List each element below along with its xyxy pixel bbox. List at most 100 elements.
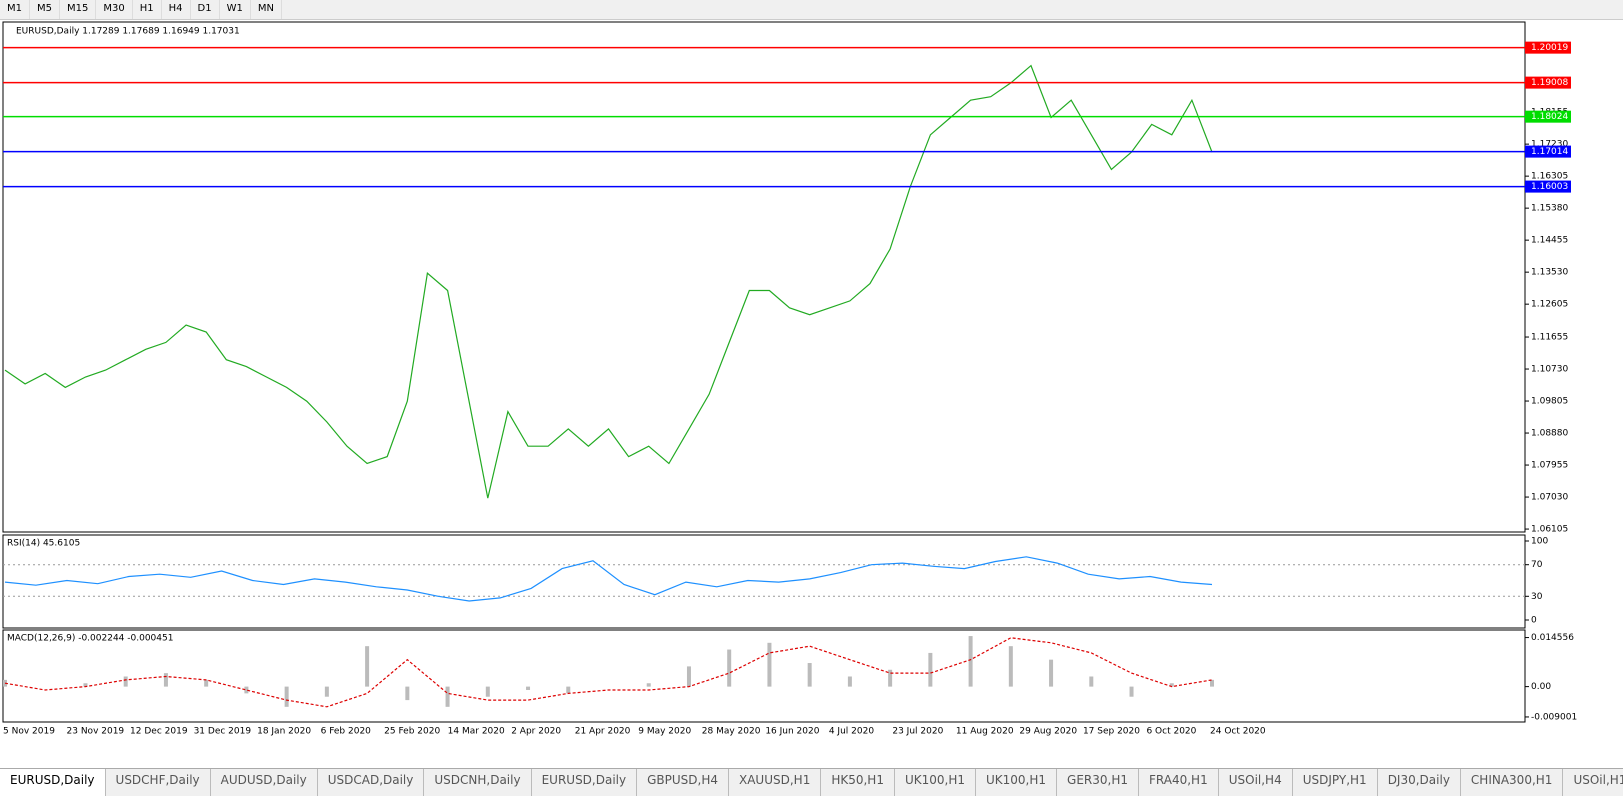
macd-bar <box>83 683 88 687</box>
x-tick-label: 21 Apr 2020 <box>575 727 631 737</box>
y-tick-label: 1.09805 <box>1531 397 1568 407</box>
y-tick-label: 1.08880 <box>1531 429 1568 439</box>
timeframe-button[interactable]: D1 <box>191 0 220 19</box>
y-tick-label: 0 <box>1531 616 1537 626</box>
chart-tab[interactable]: USDCNH,Daily <box>424 769 532 796</box>
macd-signal <box>4 637 1213 708</box>
level-label: 1.18024 <box>1531 112 1568 122</box>
macd-bar <box>928 652 933 687</box>
level-label: 1.20019 <box>1531 43 1568 53</box>
macd-bar <box>485 686 490 697</box>
macd-bar <box>767 642 772 687</box>
macd-bar <box>807 663 812 687</box>
macd-bar <box>847 676 852 687</box>
level-label: 1.17014 <box>1531 147 1568 157</box>
macd-bar <box>1129 686 1134 697</box>
x-tick-label: 25 Feb 2020 <box>384 727 440 737</box>
x-tick-label: 2 Apr 2020 <box>511 727 561 737</box>
y-tick-label: -0.009001 <box>1531 712 1577 722</box>
chart-header: EURUSD,Daily 1.17289 1.17689 1.16949 1.1… <box>16 27 240 37</box>
macd-bar <box>244 686 249 694</box>
timeframe-button[interactable]: M15 <box>60 0 97 19</box>
y-tick-label: 1.07955 <box>1531 461 1568 471</box>
chart-tab[interactable]: USDJPY,H1 <box>1293 769 1378 796</box>
level-label: 1.16003 <box>1531 182 1568 192</box>
x-tick-label: 6 Oct 2020 <box>1146 727 1196 737</box>
y-tick-label: 1.17230 <box>1531 140 1568 150</box>
y-tick-label: 1.12605 <box>1531 300 1568 310</box>
chart-tab[interactable]: USDCHF,Daily <box>106 769 211 796</box>
timeframe-button[interactable]: M5 <box>30 0 60 19</box>
x-tick-label: 5 Nov 2019 <box>3 727 55 737</box>
macd-bar <box>123 676 128 687</box>
x-tick-label: 23 Jul 2020 <box>892 727 943 737</box>
chart-tab[interactable]: USOil,H4 <box>1219 769 1293 796</box>
x-tick-label: 12 Dec 2019 <box>130 727 188 737</box>
y-tick-label: 1.07030 <box>1531 493 1568 503</box>
macd-bar <box>686 666 691 687</box>
chart-tab[interactable]: GER30,H1 <box>1057 769 1139 796</box>
timeframe-button[interactable]: M1 <box>0 0 30 19</box>
macd-bar <box>324 686 329 697</box>
y-tick-label: 1.13530 <box>1531 268 1568 278</box>
chart-tab[interactable]: DJ30,Daily <box>1378 769 1461 796</box>
chart-tab[interactable]: USOil,H1 <box>1563 769 1623 796</box>
x-tick-label: 6 Feb 2020 <box>321 727 372 737</box>
chart-tab[interactable]: HK50,H1 <box>821 769 895 796</box>
macd-bar <box>1008 646 1013 687</box>
timeframe-button[interactable]: W1 <box>220 0 251 19</box>
chart-area: EURUSD,Daily 1.17289 1.17689 1.16949 1.1… <box>2 21 1577 737</box>
timeframe-button[interactable]: H1 <box>133 0 162 19</box>
chart-tab[interactable]: CHINA300,H1 <box>1461 769 1564 796</box>
chart-tab[interactable]: UK100,H1 <box>895 769 976 796</box>
chart-tab[interactable]: UK100,H1 <box>976 769 1058 796</box>
x-tick-label: 9 May 2020 <box>638 727 691 737</box>
rsi-label: RSI(14) 45.6105 <box>7 539 80 549</box>
y-tick-label: 1.06105 <box>1531 525 1568 535</box>
level-tag <box>1525 180 1571 193</box>
chart-tab[interactable]: FRA40,H1 <box>1139 769 1219 796</box>
level-tag <box>1525 41 1571 54</box>
y-tick-label: 1.10730 <box>1531 365 1568 375</box>
rsi-line <box>4 556 1213 602</box>
chart-tab[interactable]: GBPUSD,H4 <box>637 769 729 796</box>
y-tick-label: 100 <box>1531 537 1548 547</box>
macd-bar <box>566 686 571 694</box>
y-tick-label: 0.014556 <box>1531 633 1574 643</box>
macd-bar <box>1169 683 1174 687</box>
x-tick-label: 18 Jan 2020 <box>257 727 311 737</box>
macd-bar <box>1049 659 1054 687</box>
x-tick-label: 14 Mar 2020 <box>448 727 505 737</box>
macd-bar <box>646 683 651 687</box>
x-tick-label: 16 Jun 2020 <box>765 727 819 737</box>
y-tick-label: 1.11655 <box>1531 333 1568 343</box>
y-tick-label: 1.14455 <box>1531 236 1568 246</box>
macd-bar <box>445 686 450 707</box>
chart-tab[interactable]: AUDUSD,Daily <box>211 769 318 796</box>
chart-tab[interactable]: XAUUSD,H1 <box>729 769 822 796</box>
macd-bar <box>405 686 410 701</box>
macd-bar <box>284 686 289 707</box>
macd-bar <box>365 646 370 687</box>
y-tick-label: 70 <box>1531 560 1543 570</box>
y-tick-label: 1.15380 <box>1531 204 1568 214</box>
y-tick-label: 30 <box>1531 592 1543 602</box>
macd-bar <box>204 679 209 687</box>
y-tick-label: 0.00 <box>1531 682 1551 692</box>
chart-tab[interactable]: EURUSD,Daily <box>532 769 638 796</box>
x-tick-label: 29 Aug 2020 <box>1019 727 1077 737</box>
timeframe-button[interactable]: MN <box>251 0 282 19</box>
x-tick-label: 23 Nov 2019 <box>67 727 125 737</box>
main-panel <box>2 21 1526 533</box>
x-tick-label: 24 Oct 2020 <box>1210 727 1266 737</box>
timeframe-button[interactable]: H4 <box>162 0 191 19</box>
timeframe-button[interactable]: M30 <box>96 0 133 19</box>
level-tag <box>1525 145 1571 158</box>
x-tick-label: 28 May 2020 <box>702 727 761 737</box>
macd-bar <box>1210 679 1214 687</box>
level-tag <box>1525 110 1571 123</box>
chart-tab[interactable]: USDCAD,Daily <box>318 769 425 796</box>
price-line <box>4 64 1213 499</box>
chart-tab[interactable]: EURUSD,Daily <box>0 769 106 796</box>
tab-bar: EURUSD,Daily USDCHF,Daily AUDUSD,Daily USDC… <box>0 768 1623 796</box>
